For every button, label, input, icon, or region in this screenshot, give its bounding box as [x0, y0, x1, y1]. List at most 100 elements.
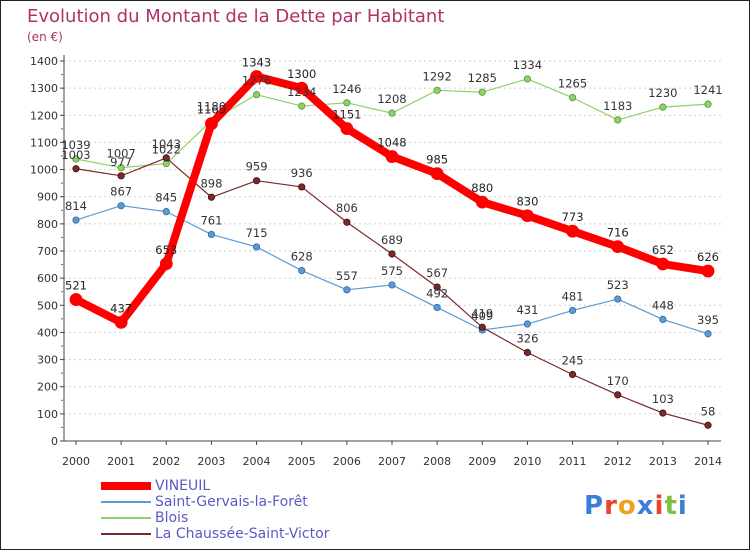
- data-point: [343, 99, 351, 107]
- x-tick-label: 2002: [152, 455, 180, 468]
- data-point: [704, 421, 712, 429]
- y-tick-label: 300: [37, 354, 58, 367]
- data-label: 1343: [242, 55, 271, 69]
- data-label: 1241: [693, 83, 722, 97]
- data-label: 1022: [152, 143, 181, 157]
- data-label: 1334: [513, 58, 542, 72]
- data-label: 652: [652, 243, 674, 257]
- data-point: [478, 88, 486, 96]
- data-label: 689: [381, 233, 403, 247]
- data-point: [568, 306, 577, 315]
- data-label: 1276: [242, 74, 271, 88]
- y-tick-label: 1400: [30, 55, 58, 68]
- legend-label: La Chaussée-Saint-Victor: [155, 526, 330, 542]
- data-point: [478, 323, 486, 331]
- data-label: 867: [110, 185, 132, 199]
- data-label: 103: [652, 392, 674, 406]
- data-label: 1169: [197, 103, 226, 117]
- data-point: [611, 240, 625, 254]
- data-point: [659, 103, 667, 111]
- x-tick-label: 2012: [604, 455, 632, 468]
- data-label: 977: [110, 155, 132, 169]
- data-label: 1292: [423, 69, 452, 83]
- data-label: 419: [471, 306, 493, 320]
- data-label: 170: [607, 374, 629, 388]
- data-point: [298, 266, 306, 275]
- data-label: 1246: [332, 82, 361, 96]
- x-tick-label: 2003: [197, 455, 225, 468]
- data-point: [568, 370, 577, 379]
- data-point: [701, 264, 715, 278]
- data-point: [614, 391, 622, 399]
- data-point: [205, 117, 218, 131]
- x-tick-label: 2000: [62, 455, 90, 468]
- data-label: 481: [562, 289, 584, 303]
- logo-letter: i: [654, 491, 665, 521]
- data-point: [659, 409, 667, 417]
- data-label: 845: [155, 191, 177, 205]
- y-tick-label: 1300: [30, 82, 58, 95]
- data-point: [523, 320, 532, 328]
- y-tick-label: 700: [37, 245, 58, 258]
- x-tick-label: 2009: [468, 455, 496, 468]
- y-tick-label: 800: [37, 218, 58, 231]
- y-tick-label: 0: [51, 435, 58, 448]
- y-tick-label: 600: [37, 272, 58, 285]
- x-tick-label: 2007: [378, 455, 406, 468]
- legend-swatch: [101, 517, 151, 519]
- data-label: 1208: [377, 92, 406, 106]
- x-tick-label: 2005: [288, 455, 316, 468]
- data-label: 716: [607, 226, 629, 240]
- data-point: [475, 195, 489, 209]
- data-label: 1039: [61, 138, 90, 152]
- x-tick-label: 2010: [513, 455, 541, 468]
- series-la-chauss-e-saint-victor: [72, 154, 712, 429]
- data-labels: 521 437 653 1169 1343 1300 1151 1048 985 880 830 77…: [61, 55, 722, 418]
- y-unit-label: (en €): [27, 30, 63, 44]
- y-tick-label: 500: [37, 299, 58, 312]
- data-point: [340, 122, 354, 135]
- data-point: [72, 165, 80, 173]
- x-tick-label: 2004: [243, 455, 271, 468]
- chart-title: Evolution du Montant de la Dette par Hab…: [27, 6, 445, 27]
- data-point: [614, 295, 622, 303]
- data-point: [252, 243, 261, 251]
- data-point: [117, 164, 125, 172]
- data-label: 1300: [287, 67, 316, 81]
- data-label: 1007: [107, 147, 136, 161]
- y-tick-label: 400: [37, 326, 58, 339]
- data-point: [252, 177, 261, 185]
- legend-label: VINEUIL: [155, 478, 211, 494]
- data-label: 715: [246, 226, 268, 240]
- y-tick-label: 100: [37, 408, 58, 421]
- logo-letter: r: [604, 491, 618, 521]
- x-tick-label: 2013: [649, 455, 677, 468]
- data-point: [523, 348, 532, 357]
- data-label: 1265: [558, 77, 587, 91]
- data-point: [295, 81, 309, 95]
- data-label: 830: [516, 195, 538, 209]
- data-point: [162, 154, 170, 162]
- legend-label: Saint-Gervais-la-Forêt: [155, 494, 308, 510]
- legend-swatch: [101, 533, 151, 535]
- data-label: 1048: [377, 136, 406, 150]
- legend-item: Saint-Gervais-la-Forêt: [101, 494, 308, 510]
- logo-letter: o: [617, 491, 637, 521]
- data-point: [385, 150, 399, 163]
- data-label: 409: [471, 309, 493, 323]
- logo-letter: P: [584, 491, 605, 521]
- data-point: [343, 218, 351, 226]
- data-point: [656, 257, 670, 271]
- data-point: [72, 155, 80, 163]
- data-label: 521: [65, 279, 87, 293]
- data-point: [566, 224, 579, 238]
- data-label: 437: [110, 301, 132, 315]
- data-point: [433, 283, 441, 291]
- x-tick-label: 2006: [333, 455, 361, 468]
- data-label: 448: [652, 298, 674, 312]
- y-tick-label: 1100: [30, 136, 58, 149]
- data-point: [568, 94, 577, 102]
- data-label: 1180: [197, 100, 226, 114]
